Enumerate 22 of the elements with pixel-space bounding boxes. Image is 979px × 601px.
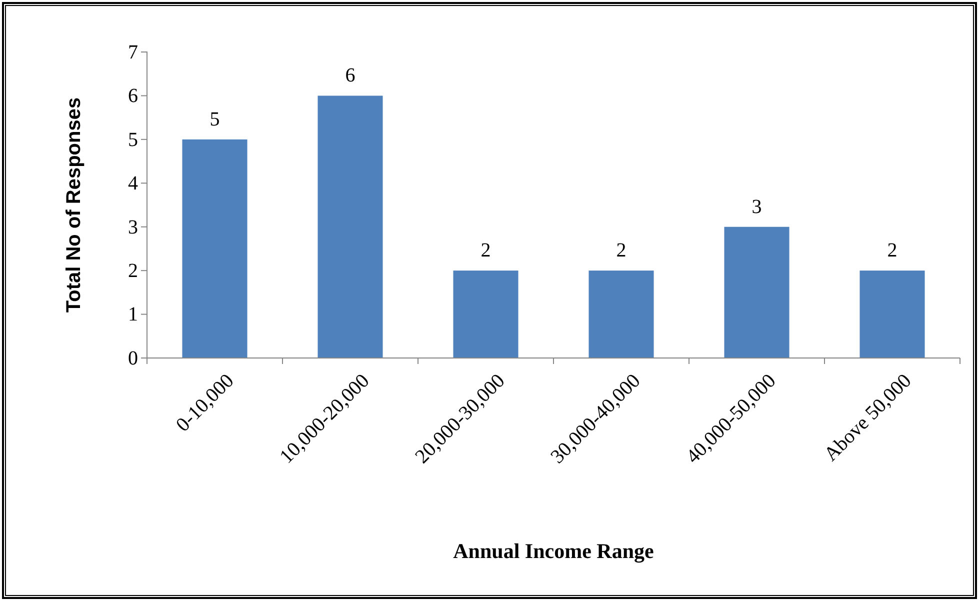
y-tick-label: 4 xyxy=(128,172,138,195)
y-tick-label: 0 xyxy=(128,347,138,370)
data-label: 2 xyxy=(887,240,898,262)
bar xyxy=(318,96,383,358)
x-axis-title: Annual Income Range xyxy=(453,539,654,563)
y-tick-label: 2 xyxy=(128,260,138,282)
bar xyxy=(182,139,248,358)
data-label: 6 xyxy=(345,64,356,87)
y-tick-label: 3 xyxy=(128,216,138,238)
bar xyxy=(724,226,790,358)
data-label: 2 xyxy=(480,240,491,262)
data-label: 3 xyxy=(752,196,762,218)
y-tick-label: 5 xyxy=(128,128,138,151)
bar xyxy=(588,270,654,358)
bar xyxy=(860,270,925,358)
data-label: 2 xyxy=(616,240,626,262)
y-tick-label: 7 xyxy=(128,41,138,64)
y-axis-title: Total No of Responses xyxy=(63,97,85,313)
y-tick-label: 1 xyxy=(128,304,138,326)
bar xyxy=(453,270,518,358)
y-tick-label: 6 xyxy=(128,85,138,108)
data-label: 5 xyxy=(210,108,220,130)
